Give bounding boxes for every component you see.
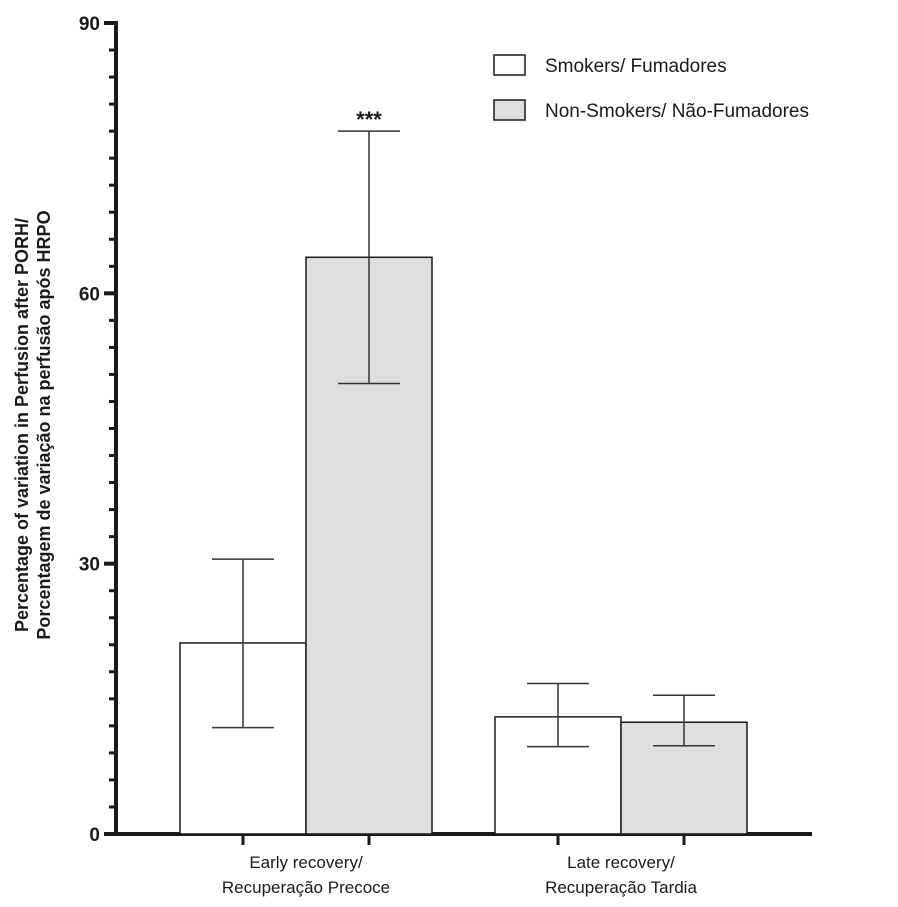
legend-label: Smokers/ Fumadores [545, 56, 727, 77]
category-label: Recuperação Tardia [545, 878, 697, 897]
category-label: Early recovery/ [249, 853, 363, 872]
y-tick-label: 0 [89, 825, 100, 846]
category-label: Late recovery/ [567, 853, 675, 872]
significance-annotation: *** [356, 107, 382, 132]
y-tick-label: 60 [79, 284, 100, 305]
y-axis-title-text: Percentage of variation in Perfusion aft… [12, 210, 54, 639]
legend: Smokers/ Fumadores Non-Smokers/ Não-Fumad… [493, 54, 809, 122]
y-tick-label: 30 [79, 555, 100, 576]
y-axis-title: Percentage of variation in Perfusion aft… [12, 210, 54, 639]
y-axis-title-line: Percentage of variation in Perfusion aft… [12, 218, 32, 632]
category-label: Recuperação Precoce [222, 878, 390, 897]
y-axis-title-line: Porcentagem de variação na perfusão após… [34, 210, 54, 639]
legend-swatch [493, 54, 526, 76]
y-tick-label: 90 [79, 14, 100, 35]
legend-label: Non-Smokers/ Não-Fumadores [545, 101, 809, 122]
plot-area: 0 30 60 90 Early recovery/Recuperação Precoc… [79, 14, 812, 897]
legend-swatch [493, 99, 526, 121]
